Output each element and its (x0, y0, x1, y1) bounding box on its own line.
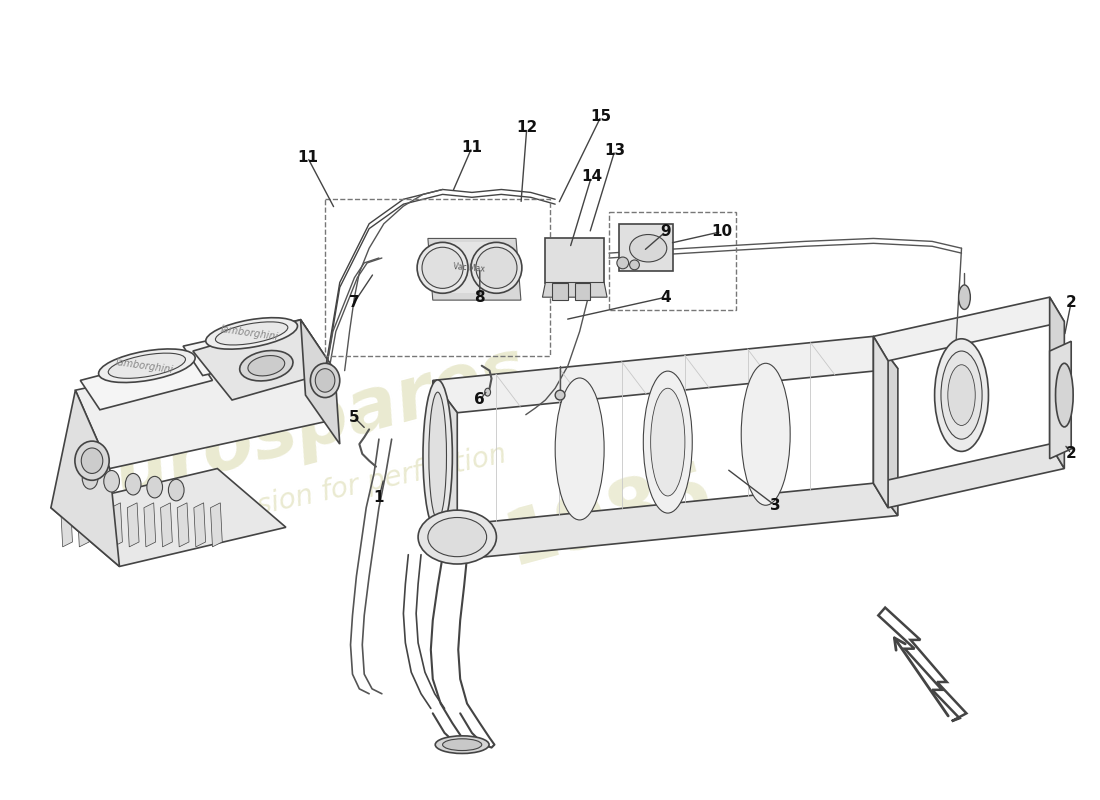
Polygon shape (76, 342, 334, 469)
Polygon shape (194, 503, 206, 547)
Polygon shape (442, 242, 496, 294)
Polygon shape (80, 351, 212, 410)
Ellipse shape (958, 285, 970, 310)
Text: 2: 2 (1066, 294, 1077, 310)
Polygon shape (619, 224, 673, 270)
Text: a passion for perfection: a passion for perfection (180, 440, 508, 536)
Text: eurospares: eurospares (57, 333, 535, 526)
Ellipse shape (424, 380, 452, 532)
Ellipse shape (442, 738, 482, 750)
Polygon shape (94, 503, 106, 547)
Ellipse shape (75, 441, 109, 480)
Polygon shape (432, 336, 898, 413)
Polygon shape (873, 336, 888, 508)
Polygon shape (111, 503, 122, 547)
Polygon shape (1049, 297, 1065, 469)
Text: 11: 11 (461, 140, 483, 155)
Polygon shape (542, 282, 607, 297)
Ellipse shape (556, 390, 565, 400)
Text: 6: 6 (474, 393, 485, 407)
Polygon shape (183, 320, 320, 375)
Text: 8: 8 (474, 290, 485, 305)
Polygon shape (552, 282, 568, 300)
Polygon shape (51, 390, 120, 566)
Ellipse shape (108, 353, 186, 378)
Polygon shape (177, 503, 189, 547)
Text: 11: 11 (297, 150, 318, 165)
Polygon shape (51, 469, 286, 566)
Ellipse shape (206, 318, 297, 349)
Ellipse shape (556, 378, 604, 520)
Text: 15: 15 (591, 109, 612, 123)
Ellipse shape (81, 448, 102, 474)
Ellipse shape (417, 242, 467, 294)
Polygon shape (873, 336, 898, 515)
Text: 9: 9 (660, 224, 671, 239)
Text: 14: 14 (581, 170, 602, 184)
Ellipse shape (471, 242, 521, 294)
Ellipse shape (629, 234, 667, 262)
Ellipse shape (948, 365, 976, 426)
Ellipse shape (240, 350, 293, 381)
Text: 12: 12 (516, 120, 538, 135)
Ellipse shape (741, 363, 790, 506)
Ellipse shape (629, 260, 639, 270)
Text: 5: 5 (349, 410, 360, 425)
Ellipse shape (436, 736, 490, 754)
Polygon shape (192, 320, 334, 400)
Polygon shape (1049, 342, 1071, 458)
Polygon shape (77, 503, 89, 547)
Ellipse shape (310, 363, 340, 398)
Polygon shape (210, 503, 222, 547)
Polygon shape (432, 381, 458, 560)
Ellipse shape (935, 339, 989, 451)
Text: lamborghini: lamborghini (220, 324, 279, 342)
Ellipse shape (418, 510, 496, 564)
Ellipse shape (422, 247, 463, 288)
Ellipse shape (428, 518, 486, 557)
Ellipse shape (650, 388, 685, 496)
Ellipse shape (168, 479, 184, 501)
Ellipse shape (103, 470, 120, 492)
Ellipse shape (644, 371, 692, 513)
Polygon shape (428, 238, 521, 300)
Polygon shape (546, 238, 604, 282)
Ellipse shape (125, 474, 141, 495)
Ellipse shape (617, 257, 628, 269)
Polygon shape (60, 503, 73, 547)
Ellipse shape (1056, 363, 1074, 427)
Text: 1: 1 (374, 490, 384, 506)
Text: 3: 3 (770, 498, 781, 514)
Polygon shape (575, 282, 591, 300)
Ellipse shape (147, 476, 163, 498)
Polygon shape (144, 503, 156, 547)
Text: 7: 7 (349, 294, 360, 310)
Ellipse shape (429, 392, 447, 519)
Ellipse shape (476, 247, 517, 288)
Text: Vac Max: Vac Max (453, 262, 485, 274)
Text: 4: 4 (660, 290, 671, 305)
Ellipse shape (940, 351, 982, 439)
Polygon shape (873, 444, 1065, 508)
Polygon shape (161, 503, 173, 547)
Text: lamborghini: lamborghini (114, 357, 174, 374)
Ellipse shape (248, 355, 285, 376)
Ellipse shape (82, 467, 98, 489)
Polygon shape (128, 503, 139, 547)
Ellipse shape (216, 322, 288, 345)
Text: 10: 10 (711, 224, 733, 239)
Ellipse shape (316, 369, 334, 392)
Polygon shape (300, 320, 340, 444)
Polygon shape (432, 483, 898, 560)
Ellipse shape (485, 388, 491, 396)
Ellipse shape (99, 349, 195, 382)
Text: 2: 2 (1066, 446, 1077, 462)
Text: 13: 13 (604, 143, 626, 158)
Text: 1985: 1985 (497, 454, 722, 581)
Polygon shape (873, 297, 1065, 361)
